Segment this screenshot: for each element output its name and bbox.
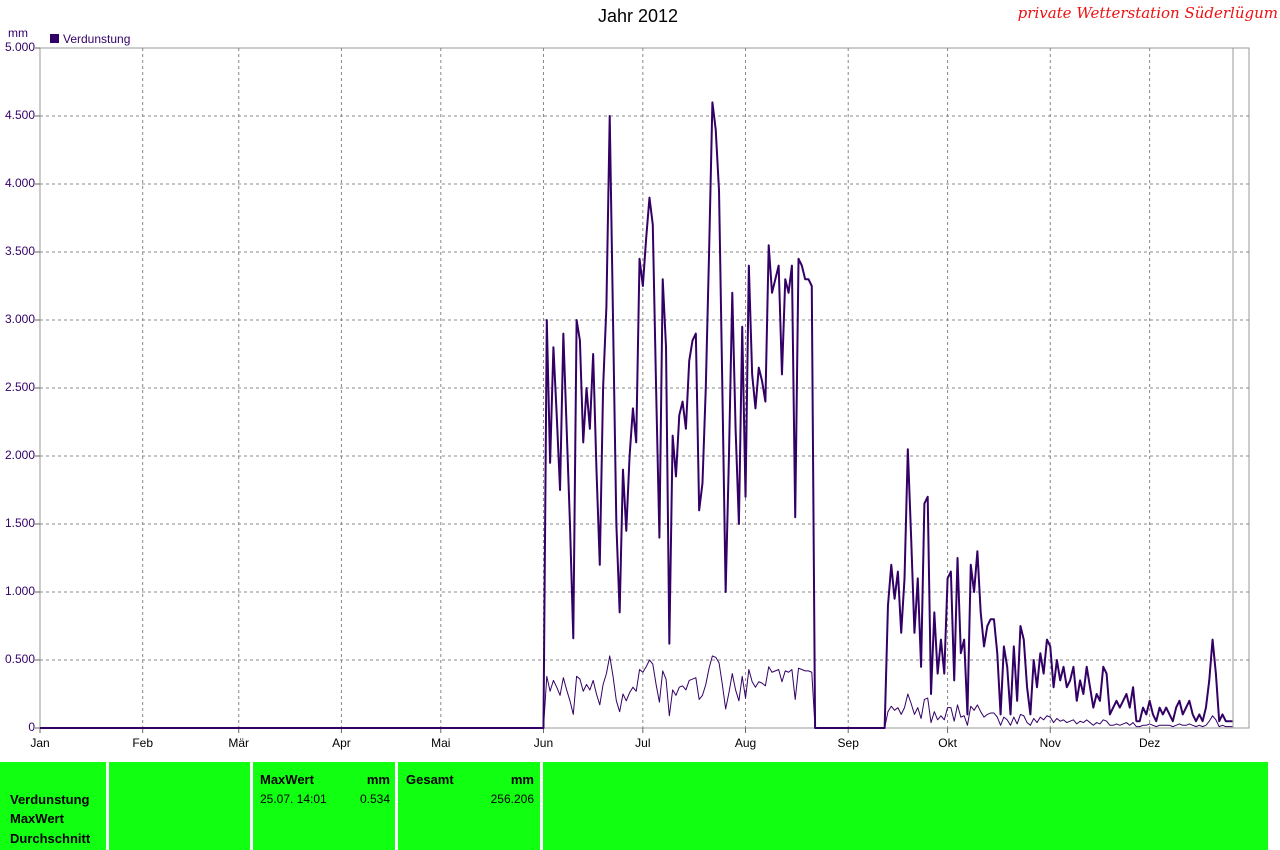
chart-subtitle: private Wetterstation Süderlügum bbox=[1018, 4, 1278, 22]
y-tick-label: 5.000 bbox=[5, 40, 35, 54]
chart-title: Jahr 2012 bbox=[598, 6, 678, 26]
max-value: 0.534 bbox=[359, 792, 390, 806]
x-tick-label: Dez bbox=[1139, 736, 1160, 750]
y-tick-label: 2.500 bbox=[5, 380, 35, 394]
x-tick-label: Jun bbox=[534, 736, 553, 750]
x-tick-label: Aug bbox=[735, 736, 756, 750]
y-tick-label: 0 bbox=[28, 720, 35, 734]
y-axis-label: mm bbox=[8, 26, 28, 40]
table-cell bbox=[109, 762, 250, 850]
legend-swatch bbox=[50, 34, 59, 43]
summary-table: Verdunstung MaxWert Durchschnitt MaxWert… bbox=[0, 762, 1280, 850]
x-tick-label: Apr bbox=[332, 736, 351, 750]
y-tick-label: 2.000 bbox=[5, 448, 35, 462]
y-tick-label: 3.000 bbox=[5, 312, 35, 326]
data-line bbox=[40, 101, 1233, 729]
row-label: MaxWert bbox=[10, 811, 64, 826]
table-cell bbox=[0, 762, 106, 850]
y-tick-label: 4.500 bbox=[5, 108, 35, 122]
data-line bbox=[40, 655, 1233, 729]
plot-area bbox=[39, 47, 1250, 729]
chart: Jahr 2012 private Wetterstation Süderlüg… bbox=[5, 4, 1278, 750]
total-value: 256.206 bbox=[490, 792, 534, 806]
y-tick-label: 1.500 bbox=[5, 516, 35, 530]
x-tick-label: Feb bbox=[132, 736, 153, 750]
y-tick-label: 1.000 bbox=[5, 584, 35, 598]
x-tick-label: Mär bbox=[228, 736, 249, 750]
column-unit: mm bbox=[510, 772, 534, 787]
legend-label: Verdunstung bbox=[63, 32, 130, 46]
row-label: Verdunstung bbox=[10, 792, 90, 807]
table-cell bbox=[543, 762, 1268, 850]
table-cell bbox=[398, 762, 540, 850]
x-tick-label: Mai bbox=[431, 736, 450, 750]
y-tick-label: 3.500 bbox=[5, 244, 35, 258]
x-tick-label: Jul bbox=[635, 736, 650, 750]
x-tick-label: Jan bbox=[30, 736, 49, 750]
column-unit: mm bbox=[366, 772, 390, 787]
column-title: MaxWert bbox=[260, 772, 314, 787]
x-tick-label: Nov bbox=[1040, 736, 1061, 750]
max-time: 25.07. 14:01 bbox=[260, 792, 327, 806]
column-title: Gesamt bbox=[406, 772, 454, 787]
table-cell bbox=[253, 762, 395, 850]
row-label: Durchschnitt bbox=[10, 831, 91, 846]
y-tick-label: 4.000 bbox=[5, 176, 35, 190]
y-tick-label: 0.500 bbox=[5, 652, 35, 666]
x-tick-label: Sep bbox=[838, 736, 860, 750]
x-tick-label: Okt bbox=[938, 736, 957, 750]
